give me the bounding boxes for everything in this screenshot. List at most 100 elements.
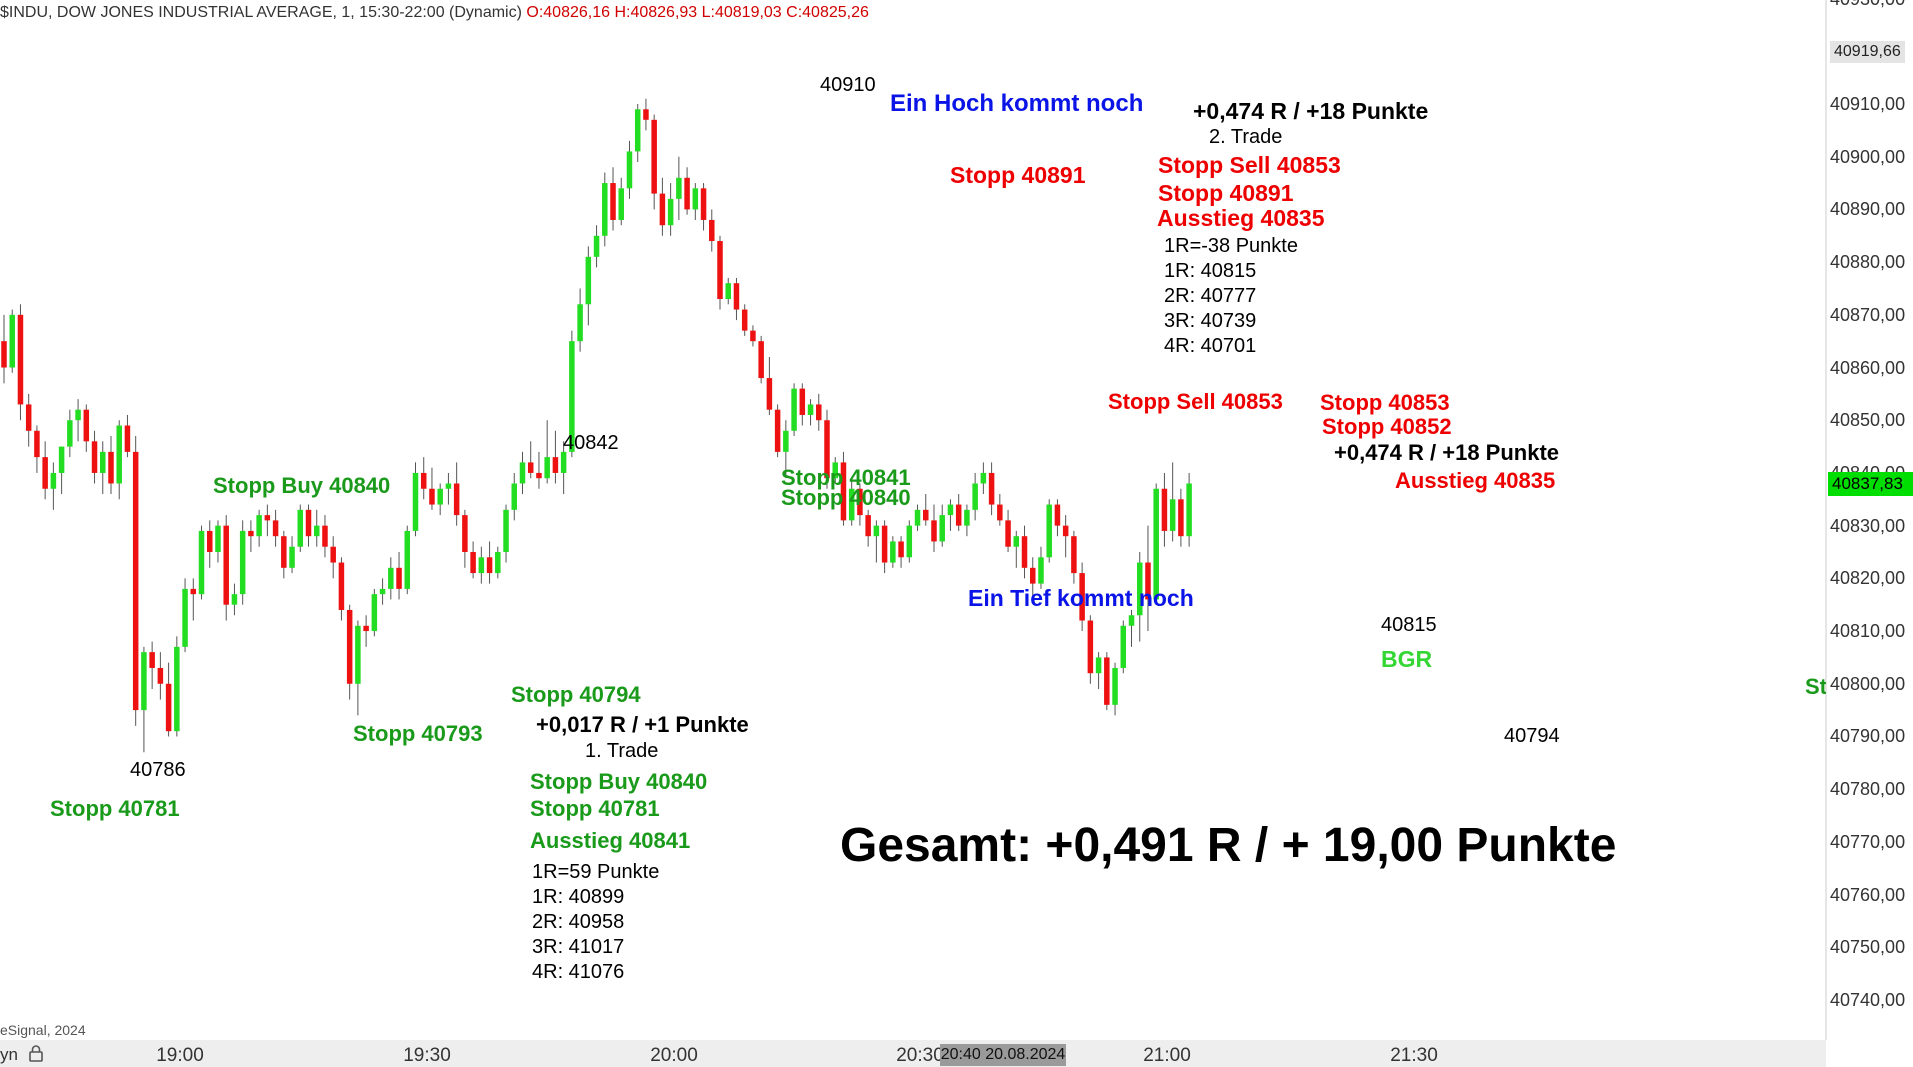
stopp-buy-40840-a: Stopp Buy 40840: [213, 473, 391, 498]
candle-down: [17, 314, 24, 405]
price-axis-panel[interactable]: [1826, 0, 1913, 1067]
candle-up: [1136, 562, 1143, 616]
candle-down: [363, 625, 369, 632]
candle-down: [322, 525, 328, 547]
plot-area: [0, 0, 1826, 1040]
candle-up: [75, 409, 81, 421]
candle-down: [1079, 573, 1085, 621]
symbol-text: $INDU, DOW JONES INDUSTRIAL AVERAGE, 1, …: [0, 4, 522, 21]
time-label-1930: 19:30: [403, 1045, 451, 1066]
price-label: 40810,00: [1830, 621, 1906, 642]
footer-left-text[interactable]: yn: [0, 1044, 45, 1067]
candle-up: [906, 525, 913, 558]
candle-down: [338, 562, 345, 610]
candle-down: [108, 451, 114, 484]
candle-up: [1120, 625, 1127, 668]
candle-down: [1161, 488, 1168, 531]
t1-r-definition: 1R=59 Punkte: [532, 861, 660, 883]
candle-up: [182, 588, 188, 647]
candle-up: [313, 525, 320, 537]
trade1-result: +0,017 R / +1 Punkte: [536, 712, 749, 737]
candle-up: [585, 256, 592, 305]
candle-down: [610, 183, 616, 220]
candle-up: [495, 552, 501, 574]
stopp-40794: Stopp 40794: [511, 682, 641, 707]
candle-up: [297, 509, 304, 547]
price-label: 40750,00: [1830, 937, 1906, 958]
candle-down: [643, 109, 649, 120]
candle-down: [651, 119, 657, 194]
t1-3r: 3R: 41017: [532, 936, 625, 958]
candle-down: [857, 488, 863, 516]
ausstieg-40835-a: Ausstieg 40835: [1157, 205, 1325, 231]
candle-up: [511, 483, 518, 510]
candle-down: [486, 557, 493, 574]
candle-down: [931, 520, 937, 542]
price-label: 40820,00: [1830, 568, 1906, 589]
t2-4r: 4R: 40701: [1164, 335, 1257, 357]
lock-icon[interactable]: [27, 1044, 45, 1067]
stopp-40781-a: Stopp 40781: [50, 796, 180, 821]
candle-up: [618, 188, 624, 220]
time-axis-panel[interactable]: [0, 1040, 1826, 1067]
trade1-label: 1. Trade: [585, 740, 659, 762]
stopp-40840: Stopp 40840: [781, 485, 911, 510]
trade2-result-b: +0,474 R / +18 Punkte: [1334, 440, 1560, 465]
candle-down: [470, 552, 476, 574]
ein-tief-text: Ein Tief kommt noch: [968, 585, 1194, 611]
candle-up: [355, 625, 361, 684]
candle-down: [1062, 525, 1069, 537]
candle-up: [972, 483, 978, 510]
candle-up: [50, 472, 57, 489]
current-price-tag: 40837,83: [1828, 472, 1913, 496]
candle-up: [676, 177, 682, 199]
stopp-40781-b: Stopp 40781: [530, 796, 660, 821]
price-label: 40890,00: [1830, 199, 1906, 220]
candle-down: [717, 241, 723, 300]
candle-down: [157, 667, 164, 684]
candle-up: [848, 488, 855, 521]
price-label: 40910,00: [1830, 94, 1906, 114]
candle-down: [248, 530, 254, 537]
candle-down: [1104, 657, 1110, 705]
candle-down: [25, 404, 32, 431]
candle-down: [1054, 504, 1061, 526]
candle-down: [83, 409, 90, 442]
candle-down: [264, 515, 271, 521]
candle-up: [519, 462, 526, 484]
candle-up: [791, 388, 797, 431]
chart-header: $INDU, DOW JONES INDUSTRIAL AVERAGE, 1, …: [0, 4, 869, 22]
candle-down: [898, 541, 904, 558]
candle-up: [404, 530, 411, 589]
candle-down: [429, 488, 435, 505]
t1-4r: 4R: 41076: [532, 961, 625, 983]
t2-1r: 1R: 40815: [1164, 260, 1257, 282]
candle-down: [709, 219, 715, 242]
stopp-40853: Stopp 40853: [1320, 390, 1450, 415]
t2-3r: 3R: 40739: [1164, 310, 1257, 332]
candle-down: [207, 530, 213, 552]
t1-1r: 1R: 40899: [532, 886, 625, 908]
candle-down: [741, 309, 748, 331]
candle-down: [923, 509, 929, 521]
candle-up: [371, 594, 378, 632]
candle-up: [873, 525, 880, 537]
candle-down: [420, 472, 427, 489]
candle-up: [593, 235, 600, 257]
ohlc-text: O:40826,16 H:40826,93 L:40819,03 C:40825…: [526, 4, 869, 21]
t1-2r: 2R: 40958: [532, 911, 625, 933]
price-label: 40870,00: [1830, 304, 1906, 325]
candle-up: [832, 462, 838, 479]
candle-down: [799, 388, 806, 415]
candle-down: [305, 509, 312, 537]
candle-down: [1145, 562, 1151, 600]
candle-up: [964, 509, 970, 526]
label-40786: 40786: [130, 759, 186, 781]
candle-down: [1178, 499, 1184, 537]
candle-down: [42, 457, 48, 489]
time-label-2100: 21:00: [1143, 1045, 1191, 1066]
price-label: 40770,00: [1830, 831, 1906, 852]
time-cursor-label: 20:40 20.08.2024: [940, 1044, 1066, 1066]
candle-down: [1005, 520, 1011, 547]
